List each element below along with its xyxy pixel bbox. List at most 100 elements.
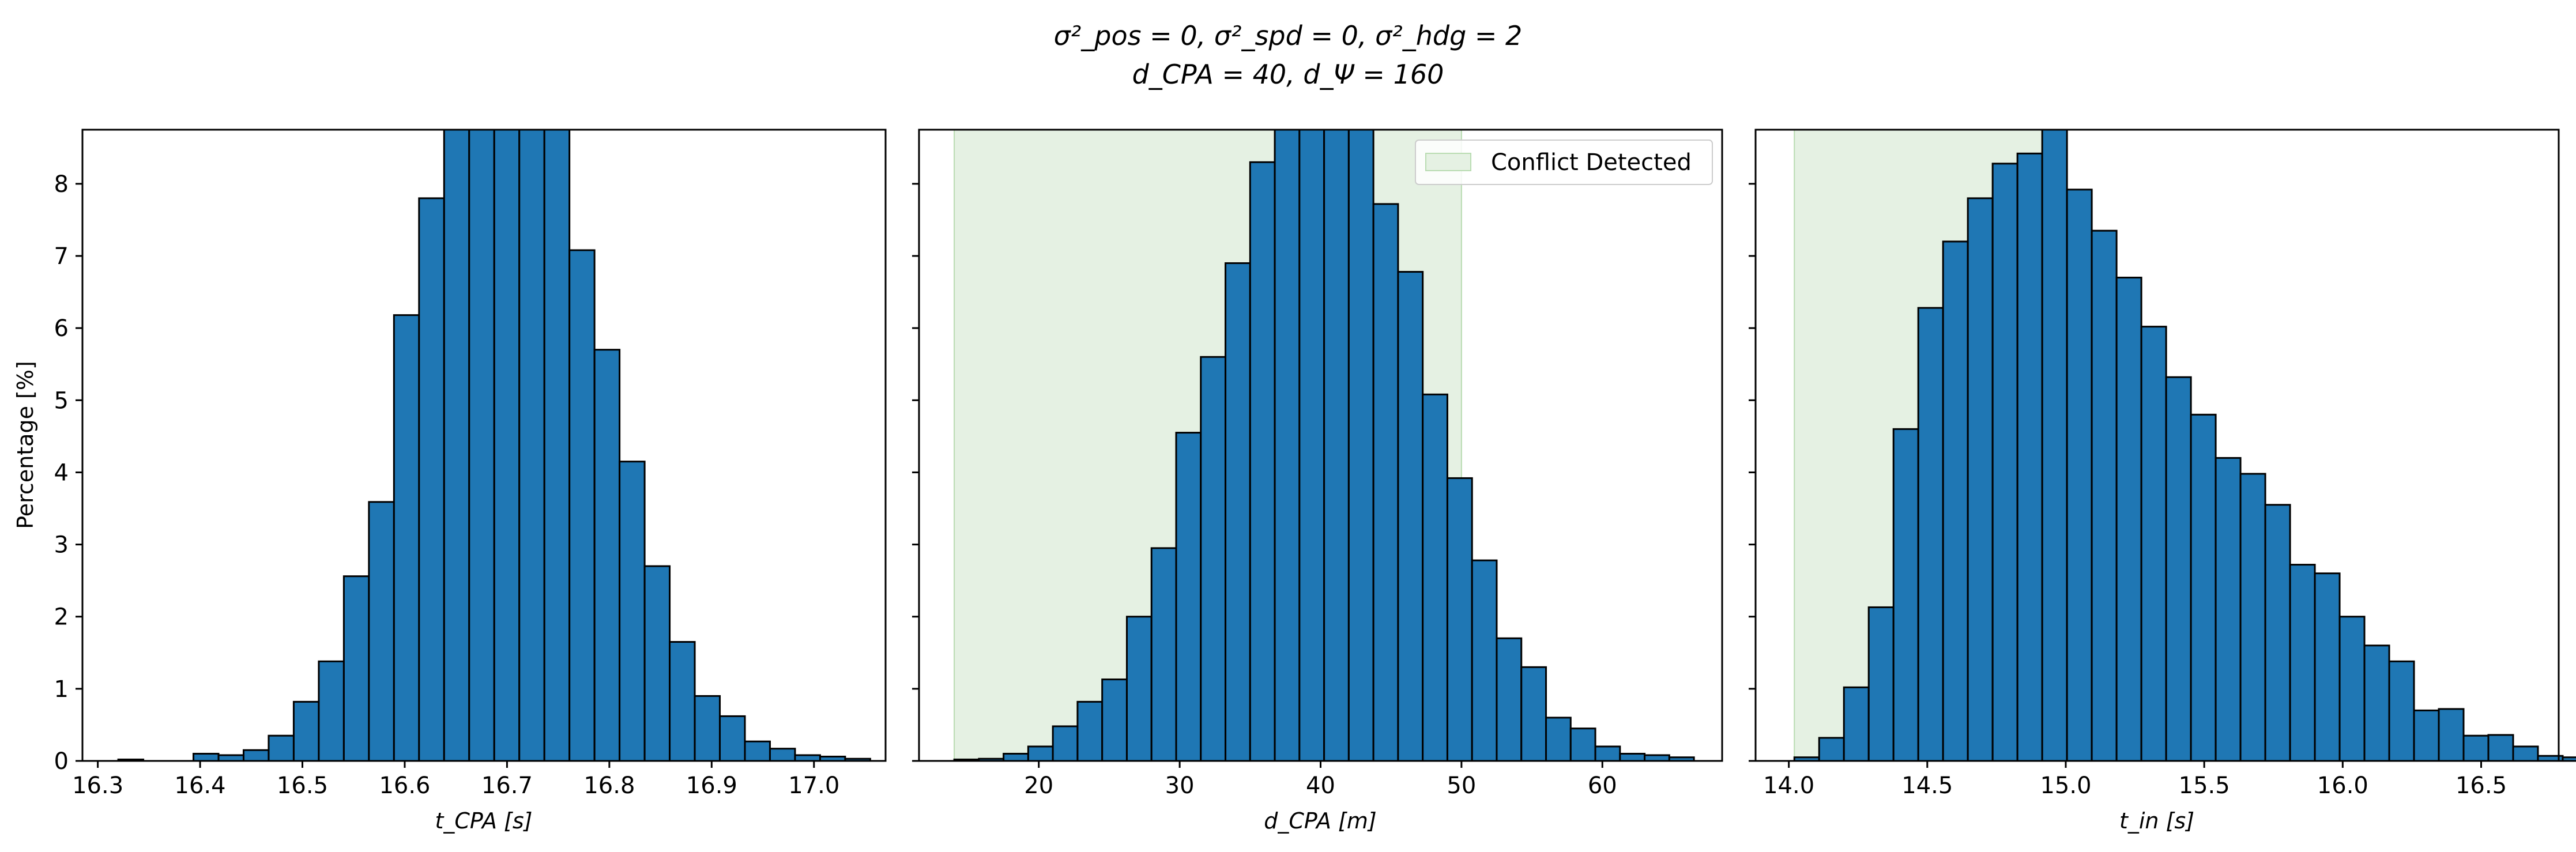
x-tick-label: 30	[1165, 772, 1195, 799]
x-ticks-d-cpa: 20 30 40 50 60	[1024, 761, 1617, 799]
histogram-bar	[1446, 477, 1473, 762]
y-tick-label: 6	[54, 315, 69, 342]
figure-title-line2: d_CPA = 40, d_Ψ = 160	[1132, 59, 1444, 90]
histogram-bar	[1991, 163, 2018, 762]
histogram-bar	[2066, 189, 2093, 762]
histogram-bar	[2487, 734, 2514, 762]
histogram-bar	[1150, 547, 1177, 762]
histogram-bar	[1249, 161, 1276, 762]
x-tick-label: 16.3	[72, 772, 123, 799]
histogram-bar	[619, 461, 646, 762]
histogram-bar	[794, 754, 821, 762]
y-tick-label: 4	[54, 459, 69, 486]
histogram-bar	[1323, 129, 1350, 762]
histogram-bar	[292, 700, 320, 762]
histogram-bar	[1347, 129, 1374, 762]
y-ticks-t-cpa: 0 1 2 3 4 5 6 7 8	[54, 171, 82, 775]
histogram-bar	[468, 129, 495, 762]
legend-swatch	[1425, 153, 1471, 171]
histogram-bar	[2115, 277, 2142, 762]
histogram-bar	[2289, 564, 2316, 762]
x-tick-label: 20	[1024, 772, 1053, 799]
histogram-bar	[242, 749, 270, 762]
histogram-bar	[2363, 644, 2390, 762]
y-tick-label: 8	[54, 171, 69, 198]
legend: Conflict Detected	[1415, 140, 1713, 185]
histogram-bar	[2264, 504, 2291, 762]
histogram-bar	[2016, 152, 2043, 762]
histogram-bar	[2215, 457, 2242, 762]
histogram-bar	[1422, 393, 1448, 762]
histogram-bar	[1101, 678, 1128, 762]
histogram-bar	[393, 314, 420, 762]
histogram-bar	[1372, 203, 1399, 762]
histogram-bar	[217, 754, 244, 762]
x-axis-label-t-cpa: t_CPA [s]	[435, 808, 533, 834]
y-tick-label: 3	[54, 532, 69, 559]
histogram-bar	[1917, 307, 1944, 762]
histogram-bar	[342, 575, 370, 762]
axes-frame-t-in	[1754, 129, 2560, 762]
histogram-bar	[2438, 708, 2465, 762]
histogram-bar	[1892, 428, 1919, 762]
legend-label: Conflict Detected	[1491, 149, 1692, 176]
y-tick-label: 5	[54, 387, 69, 414]
panel-t-cpa: 0 1 2 3 4 5 6 7 8 16.3 16.4 16.5 16.6 16.7 16.8 16.9 17…	[13, 129, 887, 834]
panel-d-cpa: 20 30 40 50 60 d_CPA [m] Conflict Detected	[912, 129, 1723, 834]
histogram-bar	[643, 565, 671, 762]
histogram-bar	[543, 129, 571, 762]
panel-t-in: 14.0 14.5 15.0 15.5 16.0 16.5 t_in [s]	[1749, 129, 2576, 834]
axes-frame-t-cpa	[81, 129, 887, 762]
histogram-bar	[769, 748, 796, 762]
histogram-bar	[493, 129, 521, 762]
histogram-bar	[1496, 637, 1523, 762]
histogram-bar	[1200, 356, 1227, 762]
histogram-bar	[1052, 725, 1079, 762]
x-tick-label: 14.0	[1763, 772, 1814, 799]
histogram-bar	[1471, 559, 1498, 762]
histogram-bar	[744, 740, 771, 762]
histogram-bar	[2462, 734, 2490, 762]
histogram-bar	[1644, 754, 1670, 762]
histogram-bar	[1274, 129, 1301, 762]
histogram-bar	[2190, 413, 2217, 762]
x-tick-label: 16.7	[481, 772, 533, 799]
histogram-bar	[2140, 326, 2167, 762]
histogram-bar	[1569, 727, 1596, 762]
histogram-bar	[1594, 745, 1621, 762]
x-tick-label: 60	[1588, 772, 1617, 799]
x-tick-label: 16.6	[379, 772, 430, 799]
histogram-bar	[518, 129, 545, 762]
histogram-bar	[1818, 737, 1845, 762]
histogram-bar	[1076, 700, 1104, 762]
histogram-bar	[2239, 473, 2266, 762]
histogram-bar	[1867, 606, 1895, 762]
histogram-bar	[1175, 432, 1202, 762]
histogram-bar	[568, 249, 596, 762]
histogram-bar	[1520, 666, 1547, 762]
x-tick-label: 16.5	[277, 772, 328, 799]
histogram-bar	[368, 501, 395, 762]
histogram-bar	[719, 715, 746, 762]
histogram-bar	[2562, 756, 2576, 762]
bars-t-in	[1793, 129, 2576, 762]
x-tick-label: 14.5	[1901, 772, 1953, 799]
histogram-bar	[694, 695, 721, 762]
x-axis-label-d-cpa: d_CPA [m]	[1264, 808, 1376, 834]
figure-title: σ²_pos = 0, σ²_spd = 0, σ²_hdg = 2 d_CPA…	[1054, 20, 1523, 90]
x-tick-label: 16.9	[686, 772, 737, 799]
histogram-bar	[2314, 572, 2341, 762]
histogram-bar	[2091, 229, 2118, 762]
y-ticks-d-cpa	[912, 183, 919, 762]
histogram-bar	[418, 197, 445, 762]
x-axis-label-t-in: t_in [s]	[2119, 808, 2194, 834]
y-tick-label: 1	[54, 676, 69, 703]
histogram-bar	[1967, 197, 1994, 762]
x-tick-label: 17.0	[788, 772, 839, 799]
x-tick-label: 16.8	[583, 772, 635, 799]
histogram-bar	[593, 349, 621, 762]
y-axis-label: Percentage [%]	[13, 361, 38, 529]
x-tick-label: 40	[1306, 772, 1335, 799]
histogram-bar	[1843, 686, 1870, 762]
